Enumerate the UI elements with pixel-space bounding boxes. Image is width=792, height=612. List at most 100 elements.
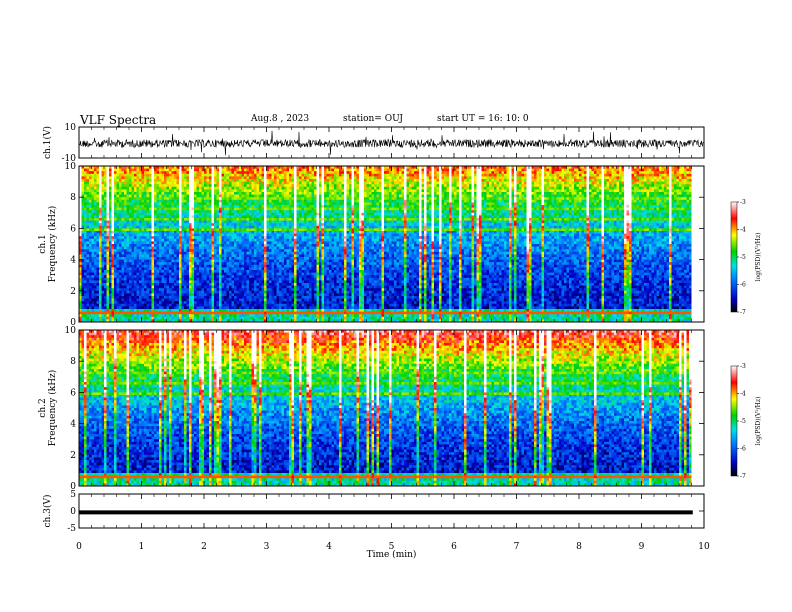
spectrogram-cell	[216, 212, 220, 216]
spectrogram-cell	[294, 210, 297, 214]
spectrogram-cell	[416, 173, 420, 177]
spectrogram-cell	[86, 207, 90, 211]
spectrogram-cell	[476, 179, 480, 182]
spectrogram-cell	[396, 202, 400, 206]
spectrogram-cell	[386, 202, 390, 206]
spectrogram-cell	[566, 176, 570, 180]
spectrogram-cell	[104, 194, 107, 198]
spectrogram-cell	[541, 181, 545, 185]
spectrogram-cell	[526, 171, 530, 175]
spectrogram-cell	[321, 168, 325, 172]
spectrogram-cell	[511, 189, 515, 193]
spectrogram-cell	[389, 189, 392, 193]
spectrogram-cell	[464, 192, 467, 195]
spectrogram-cell	[246, 197, 250, 201]
spectrogram-cell	[171, 176, 175, 180]
spectrogram-cell	[501, 210, 505, 214]
spectrogram-cell	[131, 192, 135, 195]
spectrogram-cell	[676, 197, 680, 201]
spectrogram-cell	[189, 205, 192, 208]
spectrogram-cell	[661, 207, 665, 211]
spectrogram-cell	[669, 168, 672, 172]
spectrogram-cell	[286, 197, 290, 201]
spectrogram-cell	[96, 210, 100, 214]
spectrogram-cell	[316, 184, 320, 188]
spectrogram-cell	[501, 189, 505, 193]
spectrogram-cell	[431, 205, 435, 208]
spectrogram-cell	[676, 171, 680, 175]
spectrogram-cell	[311, 189, 315, 193]
spectrogram-cell	[471, 210, 475, 214]
spectrogram-cell	[191, 205, 195, 208]
spectrogram-cell	[666, 202, 670, 206]
spectrogram-cell	[219, 173, 222, 177]
spectrogram-cell	[199, 192, 202, 195]
spectrogram-cell	[571, 194, 575, 198]
spectrogram-cell	[256, 212, 260, 216]
spectrogram-cell	[281, 210, 285, 214]
spectrogram-cell	[426, 176, 430, 180]
spectrogram-cell	[306, 205, 310, 208]
spectrogram-cell	[124, 197, 127, 201]
spectrogram-cell	[116, 205, 120, 208]
spectrogram-cell	[466, 181, 470, 185]
spectrogram-cell	[321, 184, 325, 188]
spectrogram-cell	[559, 181, 562, 185]
spectrogram-cell	[591, 207, 595, 211]
spectrogram-cell	[321, 215, 325, 219]
spectrogram-cell	[271, 166, 275, 169]
spectrogram-cell	[201, 194, 205, 198]
spectrogram-cell	[636, 199, 640, 203]
spectrogram-cell	[651, 189, 655, 193]
spectrogram-cell	[216, 215, 220, 219]
spectrogram-cell	[184, 197, 187, 201]
spectrogram-cell	[281, 215, 285, 219]
spectrogram-cell	[206, 207, 210, 211]
spectrogram-cell	[289, 207, 292, 211]
spectrogram-cell	[221, 181, 225, 185]
spectrogram-cell	[346, 192, 350, 195]
spectrogram-cell	[381, 173, 385, 177]
spectrogram-cell	[154, 194, 157, 198]
spectrogram-cell	[124, 207, 127, 211]
spectrogram-cell	[674, 166, 677, 169]
spectrogram-cell	[384, 197, 387, 201]
spectrogram-cell	[609, 202, 612, 206]
spectrogram-cell	[151, 205, 155, 208]
spectrogram-cell	[336, 194, 340, 198]
spectrogram-cell	[196, 202, 200, 206]
spectrogram-cell	[416, 186, 420, 190]
spectrogram-cell	[359, 194, 362, 198]
spectrogram-cell	[501, 197, 505, 201]
spectrogram-cell	[669, 210, 672, 214]
spectrogram-cell	[666, 168, 670, 172]
spectrogram-cell	[586, 212, 590, 216]
spectrogram-cell	[311, 186, 315, 190]
spectrogram-cell	[531, 194, 535, 198]
spectrogram-cell	[434, 168, 437, 172]
spectrogram-cell	[186, 181, 190, 185]
spectrogram-cell	[606, 179, 610, 182]
spectrogram-cell	[516, 173, 520, 177]
spectrogram-cell	[369, 181, 372, 185]
spectrogram-cell	[519, 166, 522, 169]
spectrogram-cell	[549, 192, 552, 195]
spectrogram-cell	[686, 171, 690, 175]
spectrogram-cell	[576, 184, 580, 188]
spectrogram-cell	[229, 212, 232, 216]
spectrogram-cell	[96, 192, 100, 195]
spectrogram-cell	[626, 199, 630, 203]
spectrogram-cell	[551, 179, 555, 182]
spectrogram-cell	[506, 166, 510, 169]
spectrogram-cell	[131, 199, 135, 203]
spectrogram-cell	[174, 215, 177, 219]
spectrogram-cell	[126, 186, 130, 190]
spectrogram-cell	[491, 186, 495, 190]
spectrogram-cell	[461, 205, 465, 208]
spectrogram-cell	[176, 168, 180, 172]
spectrogram-cell	[376, 202, 380, 206]
spectrogram-cell	[306, 181, 310, 185]
spectrogram-cell	[201, 179, 205, 182]
spectrogram-cell	[116, 171, 120, 175]
spectrogram-cell	[279, 168, 282, 172]
